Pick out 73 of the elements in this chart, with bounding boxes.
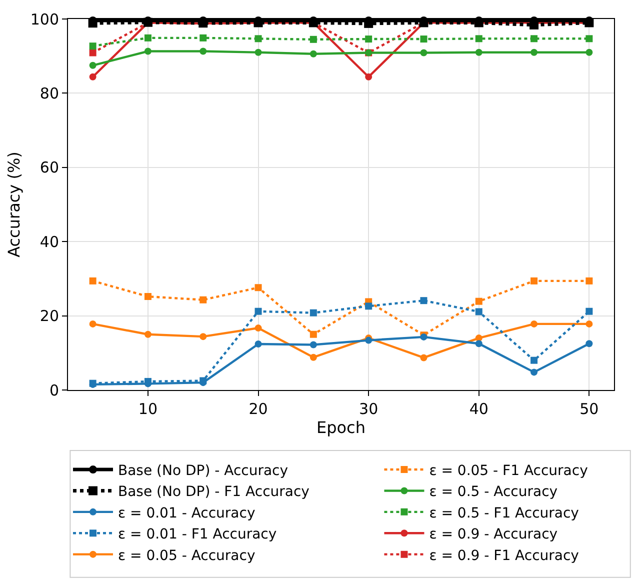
point: [586, 308, 593, 315]
point: [420, 36, 428, 43]
point: [420, 297, 428, 304]
point: [254, 35, 262, 42]
legend-label: ε = 0.9 - Accuracy: [429, 526, 558, 543]
point: [586, 277, 593, 284]
point: [144, 48, 152, 55]
x-tick-label: 50: [580, 400, 599, 418]
point: [200, 296, 207, 304]
point: [89, 42, 96, 50]
point: [254, 324, 262, 332]
legend-label: ε = 0.9 - F1 Accuracy: [429, 548, 579, 564]
point: [310, 330, 317, 338]
point: [310, 50, 317, 58]
point: [310, 309, 317, 316]
point: [586, 320, 593, 328]
y-tick-label: 100: [30, 10, 59, 28]
point: [254, 340, 262, 348]
point: [530, 35, 538, 42]
point: [420, 354, 428, 362]
point: [365, 36, 372, 43]
point: [89, 277, 96, 284]
point: [89, 73, 96, 80]
point: [200, 48, 207, 55]
y-tick-label: 40: [40, 232, 59, 251]
point: [475, 48, 482, 56]
point: [310, 354, 317, 361]
point: [89, 62, 96, 69]
point: [89, 49, 96, 56]
point: [586, 48, 593, 56]
point: [200, 333, 207, 340]
point: [144, 34, 152, 42]
x-axis-title: Epoch: [316, 418, 366, 437]
point: [530, 48, 538, 56]
point: [200, 34, 207, 42]
point: [310, 341, 317, 348]
y-tick-label: 0: [49, 381, 59, 400]
legend-label: ε = 0.05 - F1 Accuracy: [429, 462, 588, 479]
point: [530, 368, 538, 376]
y-tick-label: 60: [40, 158, 59, 177]
point: [365, 302, 372, 310]
point: [530, 320, 538, 328]
point: [254, 284, 262, 292]
point: [254, 308, 262, 315]
legend-label: ε = 0.05 - Accuracy: [118, 548, 256, 564]
legend-label: Base (No DP) - Accuracy: [118, 462, 288, 479]
y-tick-label: 80: [40, 84, 59, 102]
legend-label: ε = 0.01 - Accuracy: [118, 505, 256, 522]
x-tick-label: 40: [469, 400, 488, 418]
point: [586, 35, 593, 42]
point: [144, 330, 152, 338]
point: [144, 293, 152, 300]
point: [475, 340, 482, 348]
legend-label: Base (No DP) - F1 Accuracy: [118, 484, 310, 500]
point: [310, 36, 317, 43]
point: [420, 49, 428, 56]
point: [530, 277, 538, 284]
point: [475, 308, 482, 316]
point: [254, 48, 262, 56]
point: [89, 320, 96, 328]
point: [530, 356, 538, 364]
legend-label: ε = 0.01 - F1 Accuracy: [118, 526, 277, 543]
x-tick-label: 10: [138, 400, 158, 418]
x-tick-label: 20: [248, 400, 268, 418]
point: [365, 73, 372, 80]
y-tick-label: 20: [40, 307, 59, 326]
legend-label: ε = 0.5 - F1 Accuracy: [429, 505, 579, 522]
point: [586, 340, 593, 348]
x-tick-label: 30: [359, 400, 378, 418]
point: [475, 35, 482, 42]
y-axis-title: Accuracy (%): [4, 152, 24, 258]
legend-label: ε = 0.5 - Accuracy: [429, 484, 558, 500]
point: [475, 298, 482, 305]
